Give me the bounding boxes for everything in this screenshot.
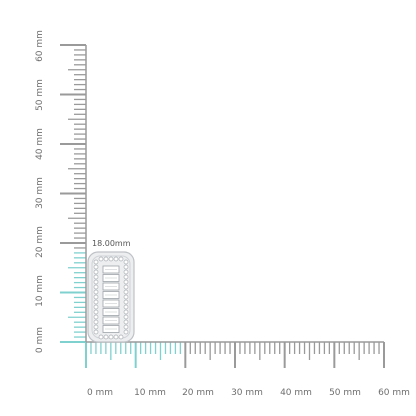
pave-stone (93, 294, 99, 300)
y-label-40: 40 mm (35, 128, 45, 160)
height-dimension-label: 18.00mm (92, 239, 131, 248)
pave-diamond-border (93, 256, 129, 340)
pave-stone (113, 256, 119, 262)
y-label-30: 30 mm (35, 177, 45, 209)
pave-stone (123, 324, 129, 330)
y-label-20: 20 mm (35, 226, 45, 258)
vertical-ruler (60, 44, 87, 343)
y-label-50: 50 mm (35, 79, 45, 111)
pave-stone (93, 299, 99, 305)
pave-stone (123, 264, 129, 270)
pave-stone (93, 309, 99, 315)
pave-stone (93, 264, 99, 270)
earring-product (87, 251, 135, 343)
pave-stone (123, 284, 129, 290)
pave-stone (93, 279, 99, 285)
horizontal-scale-labels: 0 mm 10 mm 20 mm 30 mm 40 mm 50 mm 60 mm (87, 388, 410, 398)
pave-stone (123, 279, 129, 285)
y-label-0: 0 mm (35, 327, 45, 353)
x-label-40: 40 mm (280, 388, 312, 398)
pave-stone (93, 259, 99, 265)
pave-stone (93, 324, 99, 330)
baguette-diamond-column (102, 265, 120, 333)
x-label-20: 20 mm (182, 388, 214, 398)
x-label-30: 30 mm (231, 388, 263, 398)
pave-stone (108, 334, 114, 340)
y-label-60: 60 mm (35, 30, 45, 62)
pave-stone (93, 314, 99, 320)
vertical-scale-labels: 0 mm 10 mm 20 mm 30 mm 40 mm 50 mm 60 mm (35, 30, 45, 353)
pave-stone (108, 256, 114, 262)
pave-stone (93, 284, 99, 290)
pave-stone (123, 299, 129, 305)
pave-stone (93, 269, 99, 275)
pave-stone (123, 319, 129, 325)
y-label-10: 10 mm (35, 275, 45, 307)
pave-stone (123, 314, 129, 320)
pave-stone (123, 309, 129, 315)
pave-stone (113, 334, 119, 340)
x-label-0: 0 mm (87, 388, 113, 398)
pave-stone (118, 334, 124, 340)
pave-stone (118, 256, 124, 262)
pave-stone (103, 256, 109, 262)
pave-stone (123, 294, 129, 300)
x-label-50: 50 mm (329, 388, 361, 398)
pave-stone (93, 274, 99, 280)
pave-stone (93, 319, 99, 325)
pave-stone (98, 334, 104, 340)
pave-stone (123, 274, 129, 280)
pave-stone (123, 289, 129, 295)
pave-stone (93, 289, 99, 295)
pave-stone (123, 329, 129, 335)
pave-stone (98, 256, 104, 262)
x-label-10: 10 mm (134, 388, 166, 398)
pave-stone (93, 304, 99, 310)
horizontal-ruler (85, 341, 385, 368)
pave-stone (93, 329, 99, 335)
pave-stone (123, 269, 129, 275)
pave-stone (123, 304, 129, 310)
pave-stone (103, 334, 109, 340)
x-label-60: 60 mm (378, 388, 410, 398)
pave-stone (123, 259, 129, 265)
